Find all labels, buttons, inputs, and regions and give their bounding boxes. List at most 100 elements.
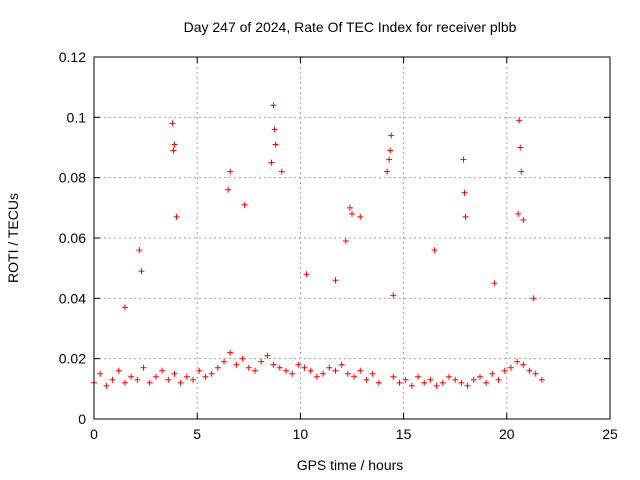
data-point	[183, 373, 190, 380]
data-point	[408, 382, 415, 389]
chart-title: Day 247 of 2024, Rate Of TEC Index for r…	[184, 19, 517, 35]
data-point	[462, 213, 469, 220]
data-point	[516, 117, 523, 124]
data-point	[538, 376, 545, 383]
data-point	[190, 376, 197, 383]
x-tick-label: 25	[602, 426, 618, 442]
data-point	[251, 367, 258, 374]
data-point	[530, 295, 537, 302]
data-point	[208, 370, 215, 377]
data-point	[282, 367, 289, 374]
data-point	[433, 382, 440, 389]
data-point	[495, 376, 502, 383]
data-point	[313, 373, 320, 380]
data-point	[415, 373, 422, 380]
data-point	[390, 373, 397, 380]
y-tick-label: 0.1	[67, 109, 87, 125]
grid-lines	[94, 57, 610, 419]
data-point	[196, 367, 203, 374]
data-point	[431, 247, 438, 254]
data-point	[326, 364, 333, 371]
data-points	[91, 102, 545, 389]
data-point	[295, 361, 302, 368]
data-point	[136, 247, 143, 254]
data-point	[446, 373, 453, 380]
data-point	[97, 370, 104, 377]
data-point	[460, 156, 467, 163]
data-point	[241, 201, 248, 208]
data-point	[270, 361, 277, 368]
data-point	[268, 159, 275, 166]
data-point	[386, 156, 393, 163]
data-point	[169, 120, 176, 127]
y-axis-ticks: 0 0.02 0.04 0.06 0.08 0.1 0.12	[59, 49, 610, 427]
data-point	[245, 364, 252, 371]
data-point	[225, 186, 232, 193]
data-point	[239, 355, 246, 362]
data-point	[289, 370, 296, 377]
y-tick-label: 0.02	[59, 351, 86, 367]
data-point	[501, 367, 508, 374]
data-point	[202, 373, 209, 380]
data-point	[320, 370, 327, 377]
data-point	[421, 379, 428, 386]
data-point	[214, 364, 221, 371]
y-tick-label: 0.08	[59, 170, 86, 186]
x-tick-label: 15	[396, 426, 412, 442]
data-point	[483, 379, 490, 386]
data-point	[338, 361, 345, 368]
data-point	[227, 168, 234, 175]
data-point	[278, 168, 285, 175]
data-point	[526, 367, 533, 374]
data-point	[349, 210, 355, 217]
x-tick-label: 20	[499, 426, 515, 442]
data-point	[452, 376, 459, 383]
x-tick-label: 10	[293, 426, 309, 442]
data-point	[375, 379, 382, 386]
data-point	[152, 373, 159, 380]
y-tick-label: 0.04	[59, 290, 86, 306]
data-point	[121, 379, 128, 386]
data-point	[520, 216, 527, 223]
data-point	[396, 379, 403, 386]
data-point	[489, 370, 496, 377]
data-point	[346, 204, 353, 211]
data-point	[221, 358, 228, 365]
data-point	[342, 238, 349, 245]
data-point	[140, 364, 147, 371]
data-point	[332, 277, 339, 284]
data-point	[369, 370, 376, 377]
data-point	[138, 268, 145, 275]
data-point	[134, 376, 141, 383]
data-point	[458, 379, 465, 386]
data-point	[173, 213, 180, 220]
x-tick-label: 0	[90, 426, 98, 442]
data-point	[109, 376, 116, 383]
y-tick-label: 0.12	[59, 49, 86, 65]
y-tick-label: 0.06	[59, 230, 86, 246]
data-point	[121, 304, 128, 311]
data-point	[427, 376, 434, 383]
data-point	[171, 370, 178, 377]
data-point	[514, 358, 521, 365]
plot-frame	[93, 56, 611, 420]
x-axis-ticks: 0 5 10 15 20 25	[90, 57, 618, 442]
data-point	[520, 361, 527, 368]
x-axis-label: GPS time / hours	[297, 457, 404, 473]
data-point	[103, 382, 110, 389]
data-point	[177, 379, 184, 386]
data-point	[271, 126, 278, 133]
y-tick-label: 0	[78, 411, 86, 427]
data-point	[276, 364, 283, 371]
data-point	[532, 370, 539, 377]
data-point	[128, 373, 135, 380]
data-point	[159, 367, 166, 374]
data-point	[515, 210, 522, 217]
data-point	[351, 373, 358, 380]
data-point	[390, 292, 397, 299]
data-point	[464, 382, 471, 389]
data-point	[517, 144, 524, 151]
data-point	[303, 271, 310, 278]
data-point	[387, 147, 394, 154]
